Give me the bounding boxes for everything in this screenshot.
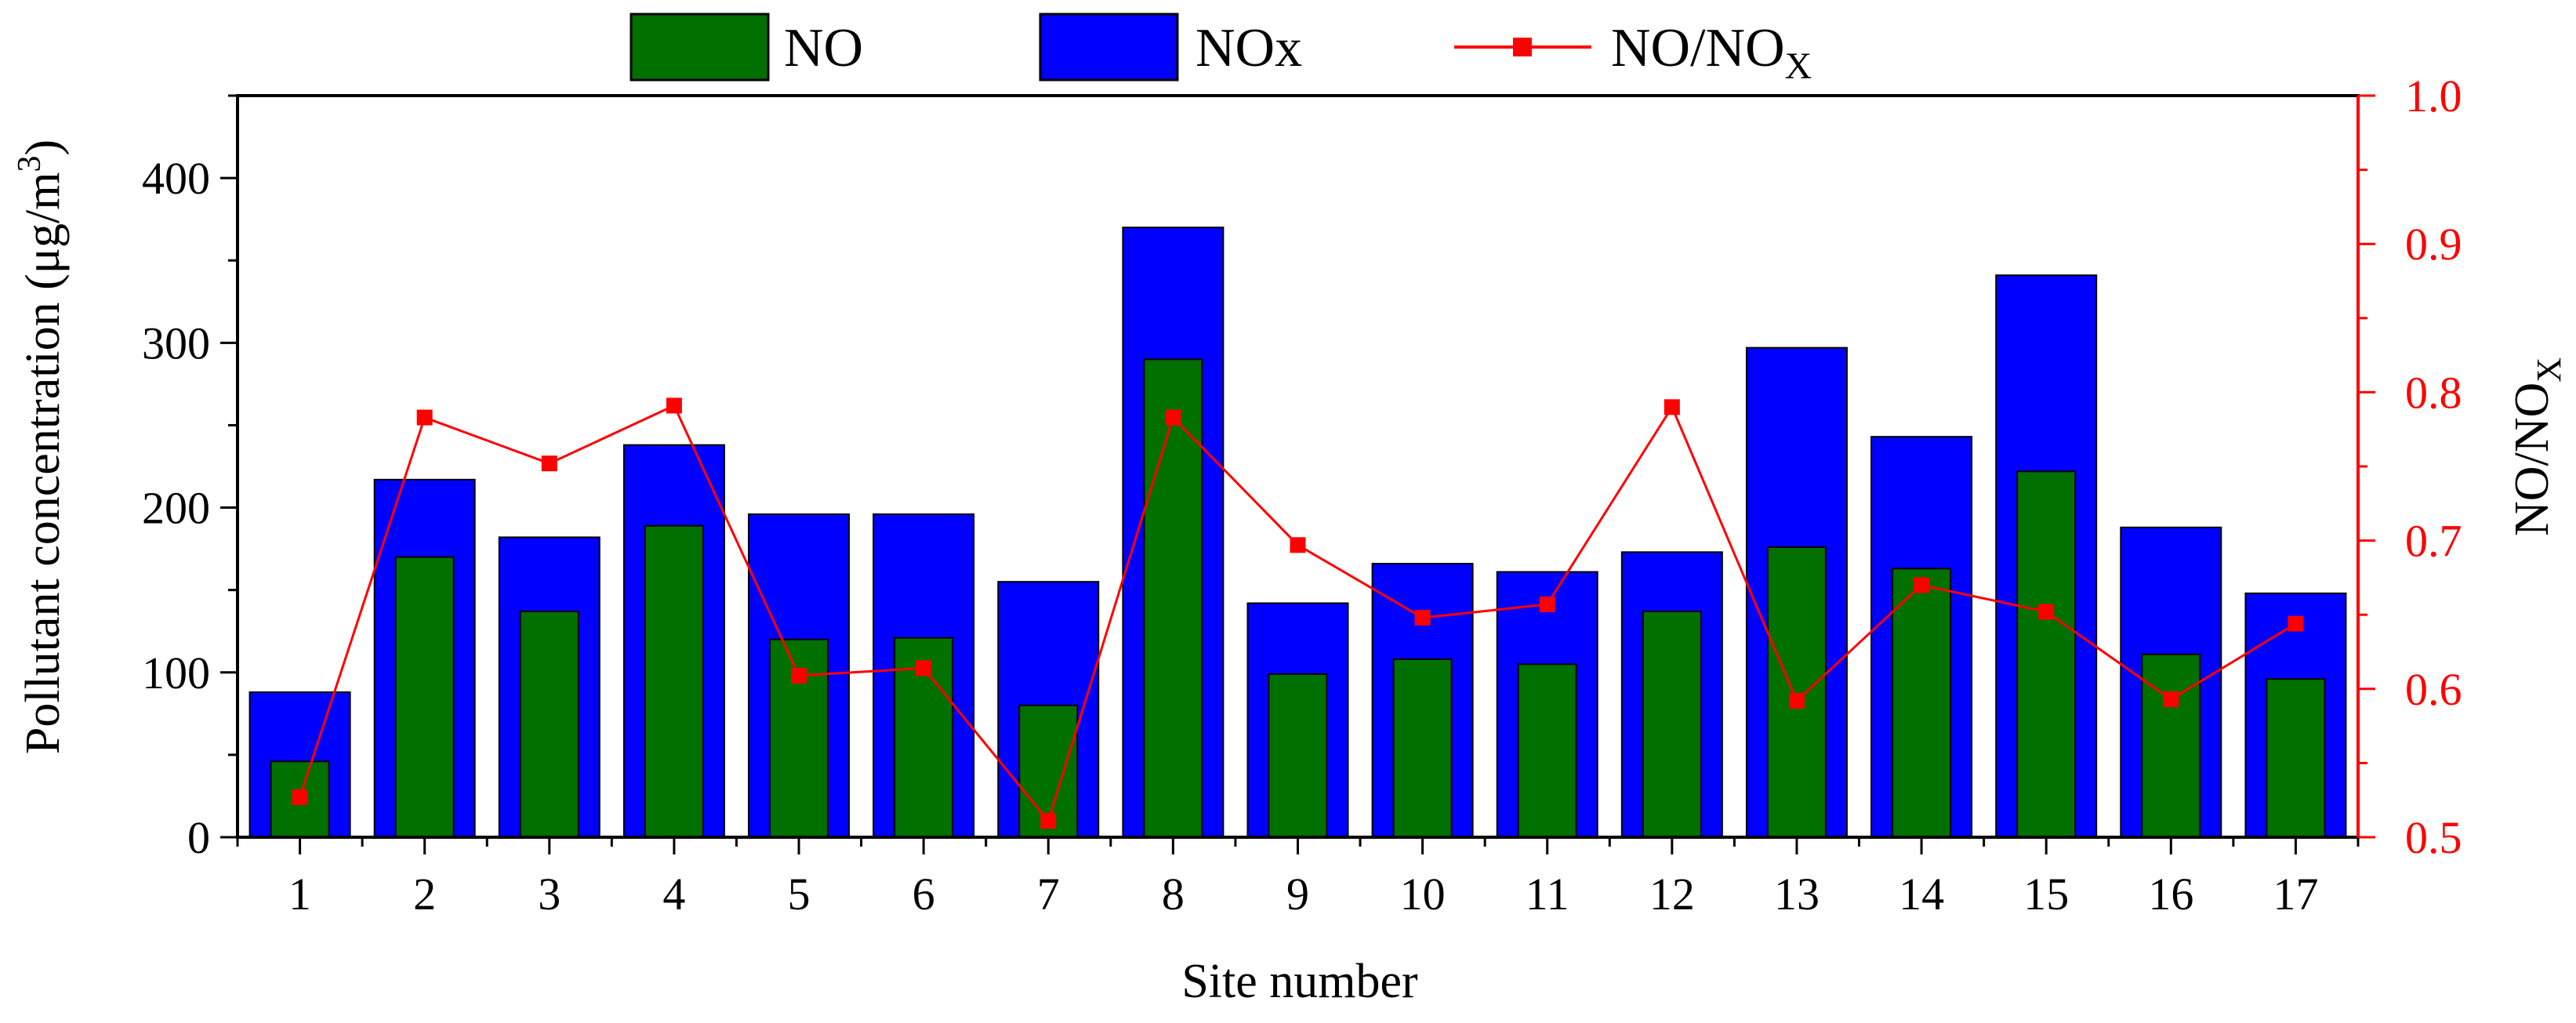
x-tick-label: 12: [1649, 869, 1695, 920]
left-y-tick-label: 400: [142, 153, 210, 204]
ratio-point: [1290, 537, 1306, 553]
no-bar: [644, 524, 704, 838]
ratio-point: [541, 455, 557, 472]
no-bars: [270, 358, 2326, 839]
left-y-tick-label: 0: [187, 812, 210, 863]
x-tick-label: 6: [912, 869, 935, 920]
right-y-tick-label: 0.9: [2405, 219, 2462, 270]
right-y-tick-label: 0.7: [2405, 516, 2462, 567]
right-axis-title: NO/NOX: [2505, 357, 2568, 536]
ratio-point: [416, 409, 433, 426]
ratio-point: [1414, 609, 1431, 626]
ratio-point: [1914, 577, 1930, 593]
x-tick-label: 4: [662, 869, 685, 920]
no-bar: [1143, 358, 1203, 839]
right-y-tick-label: 0.8: [2405, 367, 2462, 418]
right-y-tick-labels: 0.5 0.6 0.7 0.8 0.9 1.0: [2405, 71, 2462, 863]
no-bar: [519, 610, 579, 838]
no-bar: [1517, 663, 1577, 838]
x-tick-label: 14: [1899, 869, 1944, 920]
ratio-point: [2163, 691, 2179, 708]
no-bar: [1268, 673, 1328, 838]
x-tick-labels: 1 2 3 4 5 6 7 8 9 10 11 12 13 14 15 16 17: [288, 869, 2318, 920]
right-y-tick-label: 1.0: [2405, 71, 2462, 122]
x-tick-label: 1: [288, 869, 311, 920]
ratio-point: [2038, 604, 2055, 620]
x-tick-label: 10: [1400, 869, 1446, 920]
ratio-line-series: [292, 397, 2304, 829]
legend-label-nox: NOx: [1195, 18, 1302, 78]
no-bar: [394, 556, 455, 838]
ratio-point: [916, 660, 932, 677]
right-y-tick-label: 0.5: [2405, 812, 2462, 863]
right-y-tick-label: 0.6: [2405, 664, 2462, 715]
left-y-tick-label: 300: [142, 317, 210, 368]
ratio-point: [791, 667, 807, 684]
ratio-point: [1040, 813, 1057, 829]
legend-swatch-nox: [1039, 13, 1179, 82]
legend-label-no: NO: [784, 18, 863, 78]
ratio-point: [1539, 596, 1555, 612]
ratio-point: [2288, 615, 2304, 632]
axes: [220, 94, 2375, 854]
legend-marker-ratio: [1513, 38, 1532, 56]
x-tick-label: 9: [1286, 869, 1309, 920]
x-tick-label: 11: [1526, 869, 1569, 920]
no-bar: [1766, 546, 1827, 839]
ratio-point: [1788, 692, 1805, 709]
left-axis-title: Pollutant concentration (μg/m3): [12, 140, 70, 754]
ratio-point: [1165, 409, 1181, 426]
x-tick-label: 16: [2148, 869, 2193, 920]
ratio-point: [292, 789, 308, 805]
legend-swatch-no: [629, 13, 770, 82]
x-tick-label: 3: [538, 869, 561, 920]
x-tick-label: 2: [413, 869, 436, 920]
ratio-point: [1664, 399, 1680, 415]
no-bar: [1892, 568, 1952, 838]
x-tick-label: 15: [2023, 869, 2069, 920]
no-bar: [1642, 610, 1702, 838]
no-bar: [2141, 653, 2201, 838]
no-bar: [1392, 658, 1453, 839]
no-bar: [2266, 678, 2326, 838]
legend-label-ratio: NO/NOX: [1611, 18, 1812, 87]
left-y-tick-label: 100: [142, 648, 210, 698]
x-tick-label: 13: [1774, 869, 1820, 920]
no-bar: [2016, 470, 2077, 838]
x-tick-label: 7: [1037, 869, 1060, 920]
x-axis-title: Site number: [1181, 955, 1418, 1008]
left-y-tick-label: 200: [142, 483, 210, 534]
legend: NO NOx NO/NOX: [629, 13, 1812, 87]
x-tick-label: 8: [1162, 869, 1185, 920]
ratio-point: [666, 397, 682, 414]
left-y-tick-labels: 0 100 200 300 400: [142, 153, 210, 863]
x-tick-label: 5: [788, 869, 811, 920]
x-tick-label: 17: [2273, 869, 2318, 920]
